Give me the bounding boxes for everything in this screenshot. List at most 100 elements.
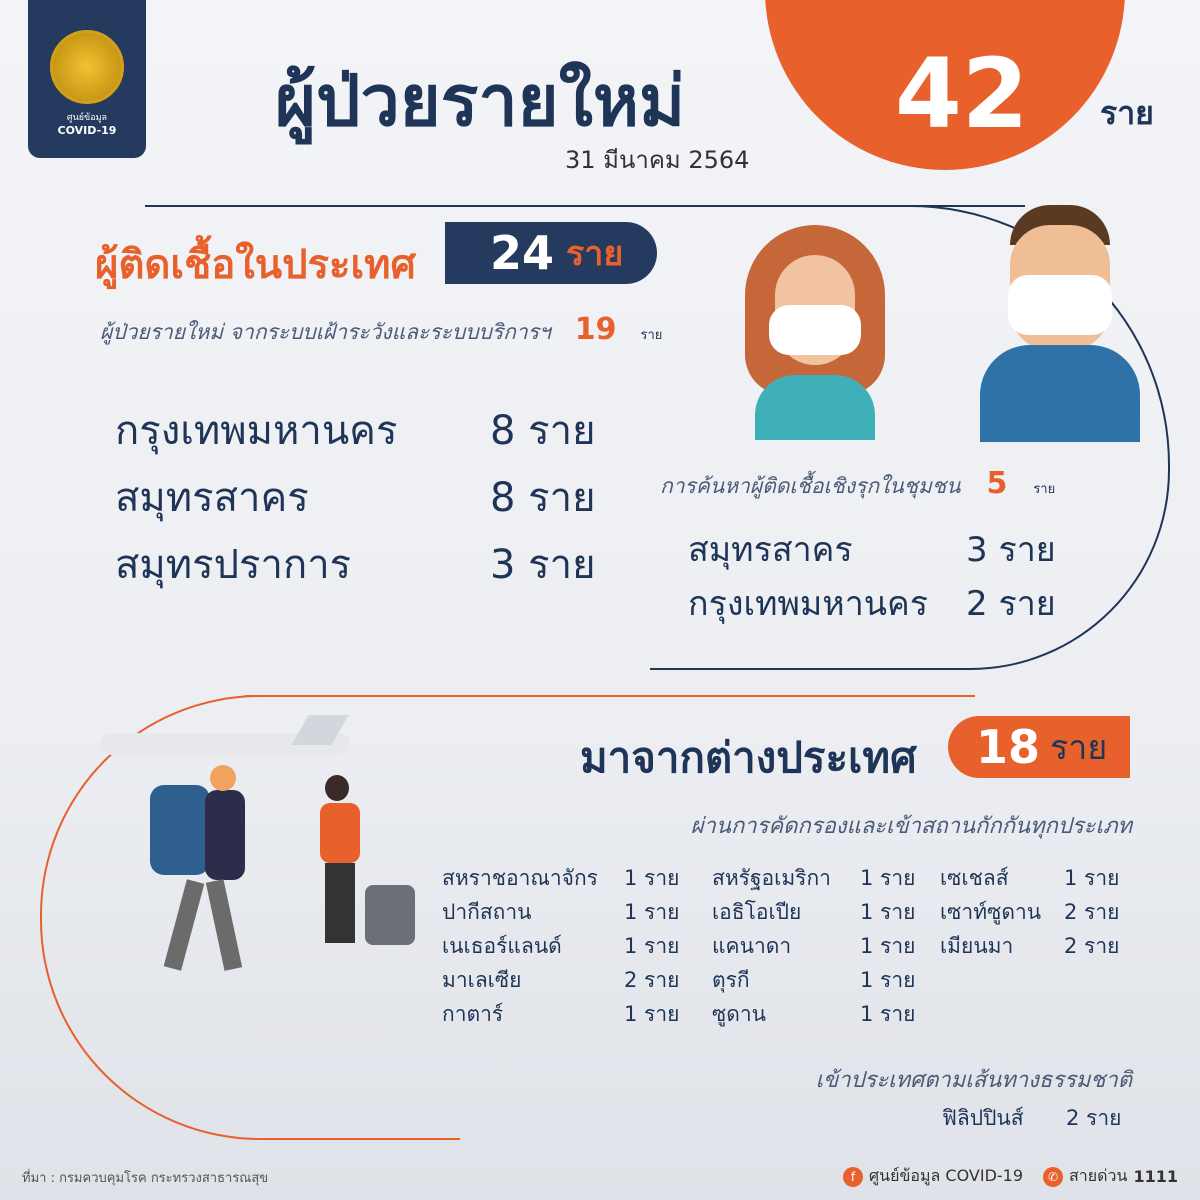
total-unit: ราย (1100, 94, 1154, 132)
list-item: กรุงเทพมหานคร 8 ราย (115, 398, 596, 465)
government-seal-icon (50, 30, 124, 104)
country: มาเลเซีย (442, 968, 522, 992)
active-search-label: การค้นหาผู้ติดเชื้อเชิงรุกในชุมชน (660, 474, 961, 498)
case-count: 1 ราย (860, 968, 916, 992)
logo-text: ศูนย์ข้อมูล (66, 113, 108, 123)
report-date: 31 มีนาคม 2564 (565, 146, 750, 174)
source-note: ที่มา : กรมควบคุมโรค กระทรวงสาธารณสุข (22, 1171, 269, 1186)
domestic-count: 24 (490, 226, 555, 280)
country-table: สหราชอาณาจักร 1 ราย ปากีสถาน 1 ราย เนเธอร์แล… (442, 862, 1124, 1032)
case-count: 1 ราย (860, 1002, 916, 1026)
list-item: เซาท์ซูดาน 2 ราย (940, 896, 1124, 930)
case-count: 3 ราย (966, 530, 1056, 570)
list-item: เนเธอร์แลนด์ 1 ราย (442, 930, 712, 964)
case-count: 1 ราย (624, 900, 680, 924)
decorative-arc (40, 695, 460, 1140)
international-count-badge: 18 ราย (948, 716, 1130, 778)
domestic-unit: ราย (566, 234, 624, 274)
country: ซูดาน (712, 1002, 767, 1026)
list-item: กาตาร์ 1 ราย (442, 998, 712, 1032)
surveillance-label: ผู้ป่วยรายใหม่ จากระบบเฝ้าระวังและระบบบร… (100, 320, 551, 344)
list-item: เอธิโอเปีย 1 ราย (712, 896, 940, 930)
hotline-number[interactable]: 1111 (1133, 1167, 1178, 1186)
backpacker-illustration (145, 765, 275, 975)
list-item: ซูดาน 1 ราย (712, 998, 940, 1032)
list-item: สมุทรสาคร 3 ราย (688, 522, 1056, 576)
facebook-page[interactable]: ศูนย์ข้อมูล COVID-19 (868, 1166, 1024, 1185)
active-search-unit: ราย (1033, 482, 1056, 497)
case-count: 1 ราย (624, 934, 680, 958)
case-count: 2 ราย (624, 968, 680, 992)
list-item: แคนาดา 1 ราย (712, 930, 940, 964)
case-count: 8 ราย (490, 408, 596, 454)
case-count: 1 ราย (860, 866, 916, 890)
list-item: ฟิลิปปินส์ 2 ราย (942, 1102, 1121, 1135)
list-item: มาเลเซีย 2 ราย (442, 964, 712, 998)
country: สหรัฐอเมริกา (712, 866, 831, 890)
phone-icon: ✆ (1043, 1166, 1064, 1187)
woman-with-mask-illustration (745, 225, 885, 440)
total-count: 42 (895, 38, 1029, 150)
page-title: ผู้ป่วยรายใหม่ (275, 60, 686, 142)
list-item: สมุทรสาคร 8 ราย (115, 465, 596, 532)
footer-contacts: f ศูนย์ข้อมูล COVID-19 ✆ สายด่วน 1111 (842, 1164, 1178, 1189)
country: ปากีสถาน (442, 900, 532, 924)
list-item: ตุรกี 1 ราย (712, 964, 940, 998)
country: ฟิลิปปินส์ (942, 1106, 1024, 1130)
country: เซาท์ซูดาน (940, 900, 1042, 924)
international-count: 18 (976, 720, 1041, 774)
surveillance-unit: ราย (640, 328, 663, 343)
country-column: เซเชลส์ 1 ราย เซาท์ซูดาน 2 ราย เมียนมา 2 ราย (940, 862, 1124, 1032)
list-item: เมียนมา 2 ราย (940, 930, 1124, 964)
quarantine-label: ผ่านการคัดกรองและเข้าสถานกักกันทุกประเภท (690, 814, 1132, 839)
active-search-list: สมุทรสาคร 3 ราย กรุงเทพมหานคร 2 ราย (688, 522, 1056, 630)
country-column: สหราชอาณาจักร 1 ราย ปากีสถาน 1 ราย เนเธอร์แล… (442, 862, 712, 1032)
country: กาตาร์ (442, 1002, 504, 1026)
natural-route-label: เข้าประเทศตามเส้นทางธรรมชาติ (815, 1068, 1132, 1093)
case-count: 2 ราย (1066, 1106, 1122, 1130)
province: กรุงเทพมหานคร (688, 584, 929, 624)
surveillance-list: กรุงเทพมหานคร 8 ราย สมุทรสาคร 8 ราย สมุทรป… (115, 398, 596, 599)
country-column: สหรัฐอเมริกา 1 ราย เอธิโอเปีย 1 ราย แคนาดา 1 … (712, 862, 940, 1032)
airplane-illustration (100, 715, 360, 765)
case-count: 2 ราย (1064, 900, 1120, 924)
list-item: สหรัฐอเมริกา 1 ราย (712, 862, 940, 896)
case-count: 1 ราย (624, 1002, 680, 1026)
list-item: ปากีสถาน 1 ราย (442, 896, 712, 930)
divider (245, 695, 975, 697)
hotline-label: สายด่วน (1069, 1166, 1128, 1185)
list-item: สหราชอาณาจักร 1 ราย (442, 862, 712, 896)
case-count: 8 ราย (490, 475, 596, 521)
province: กรุงเทพมหานคร (115, 408, 398, 454)
country: สหราชอาณาจักร (442, 866, 598, 890)
country: เนเธอร์แลนด์ (442, 934, 562, 958)
case-count: 1 ราย (860, 900, 916, 924)
surveillance-count: 19 (574, 312, 617, 347)
province: สมุทรสาคร (115, 475, 309, 521)
country: ตุรกี (712, 968, 750, 992)
surveillance-header: ผู้ป่วยรายใหม่ จากระบบเฝ้าระวังและระบบบร… (100, 312, 662, 349)
case-count: 1 ราย (1064, 866, 1120, 890)
international-title: มาจากต่างประเทศ (580, 733, 917, 782)
case-count: 2 ราย (966, 584, 1056, 624)
domestic-count-badge: 24 ราย (445, 222, 657, 284)
country: เมียนมา (940, 934, 1014, 958)
province: สมุทรปราการ (115, 542, 352, 588)
divider (145, 205, 1025, 207)
facebook-icon: f (842, 1166, 863, 1187)
country: เซเชลส์ (940, 866, 1009, 890)
list-item: สมุทรปราการ 3 ราย (115, 532, 596, 599)
active-search-count: 5 (986, 466, 1008, 501)
case-count: 1 ราย (860, 934, 916, 958)
logo-text: COVID-19 (57, 124, 117, 137)
case-count: 3 ราย (490, 542, 596, 588)
active-search-header: การค้นหาผู้ติดเชื้อเชิงรุกในชุมชน 5 ราย (660, 466, 1055, 503)
list-item: เซเชลส์ 1 ราย (940, 862, 1124, 896)
covid-center-logo: ศูนย์ข้อมูล COVID-19 (28, 0, 146, 158)
country: แคนาดา (712, 934, 792, 958)
province: สมุทรสาคร (688, 530, 853, 570)
case-count: 1 ราย (624, 866, 680, 890)
international-unit: ราย (1050, 728, 1108, 768)
man-with-mask-illustration (980, 205, 1140, 442)
woman-traveller-illustration (300, 775, 420, 950)
